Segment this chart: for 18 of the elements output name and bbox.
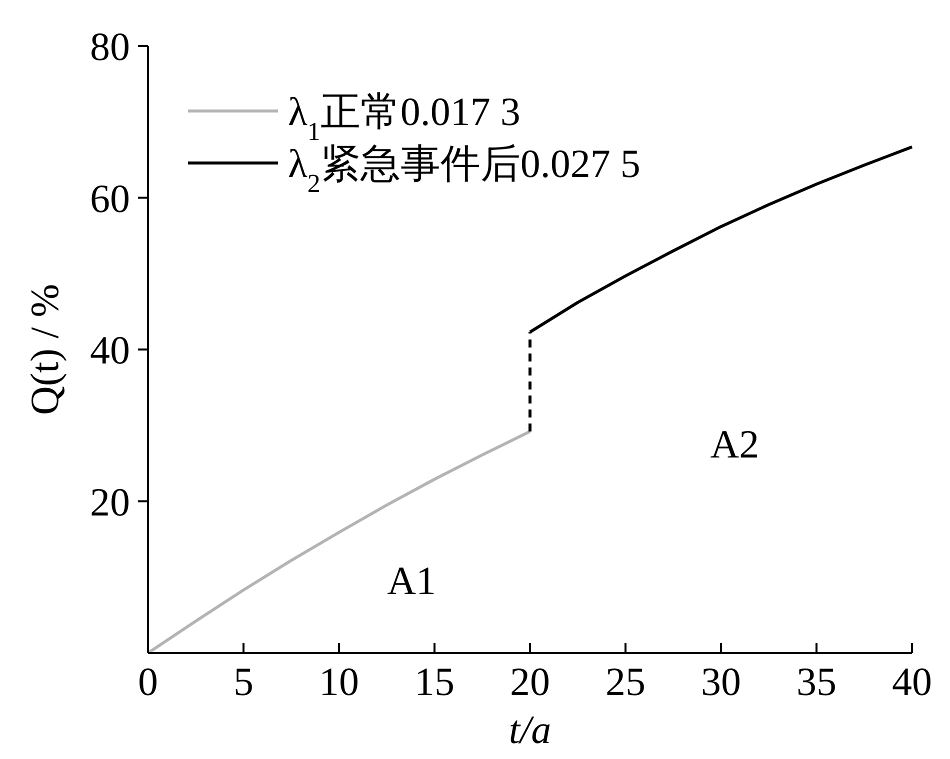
x-tick-label: 15 <box>414 659 454 704</box>
annotation: A1 <box>387 558 436 604</box>
x-tick-label: 25 <box>606 659 646 704</box>
y-tick-label: 40 <box>90 328 130 372</box>
y-tick-label: 80 <box>90 24 130 69</box>
x-tick-label: 0 <box>138 659 158 704</box>
x-tick-label: 5 <box>234 659 254 704</box>
line-series <box>146 430 532 654</box>
x-tick-label: 40 <box>892 659 932 704</box>
y-tick-label: 60 <box>90 176 130 221</box>
x-tick-label: 30 <box>701 659 741 704</box>
x-axis-title: t/a <box>508 707 552 752</box>
x-tick-label: 35 <box>796 659 836 704</box>
annotation: A2 <box>710 422 760 467</box>
y-tick-label: 20 <box>90 479 130 524</box>
x-tick-label: 20 <box>510 659 550 704</box>
x-tick-label: 10 <box>319 659 359 704</box>
y-axis-title: Q(t) / % <box>22 284 67 416</box>
